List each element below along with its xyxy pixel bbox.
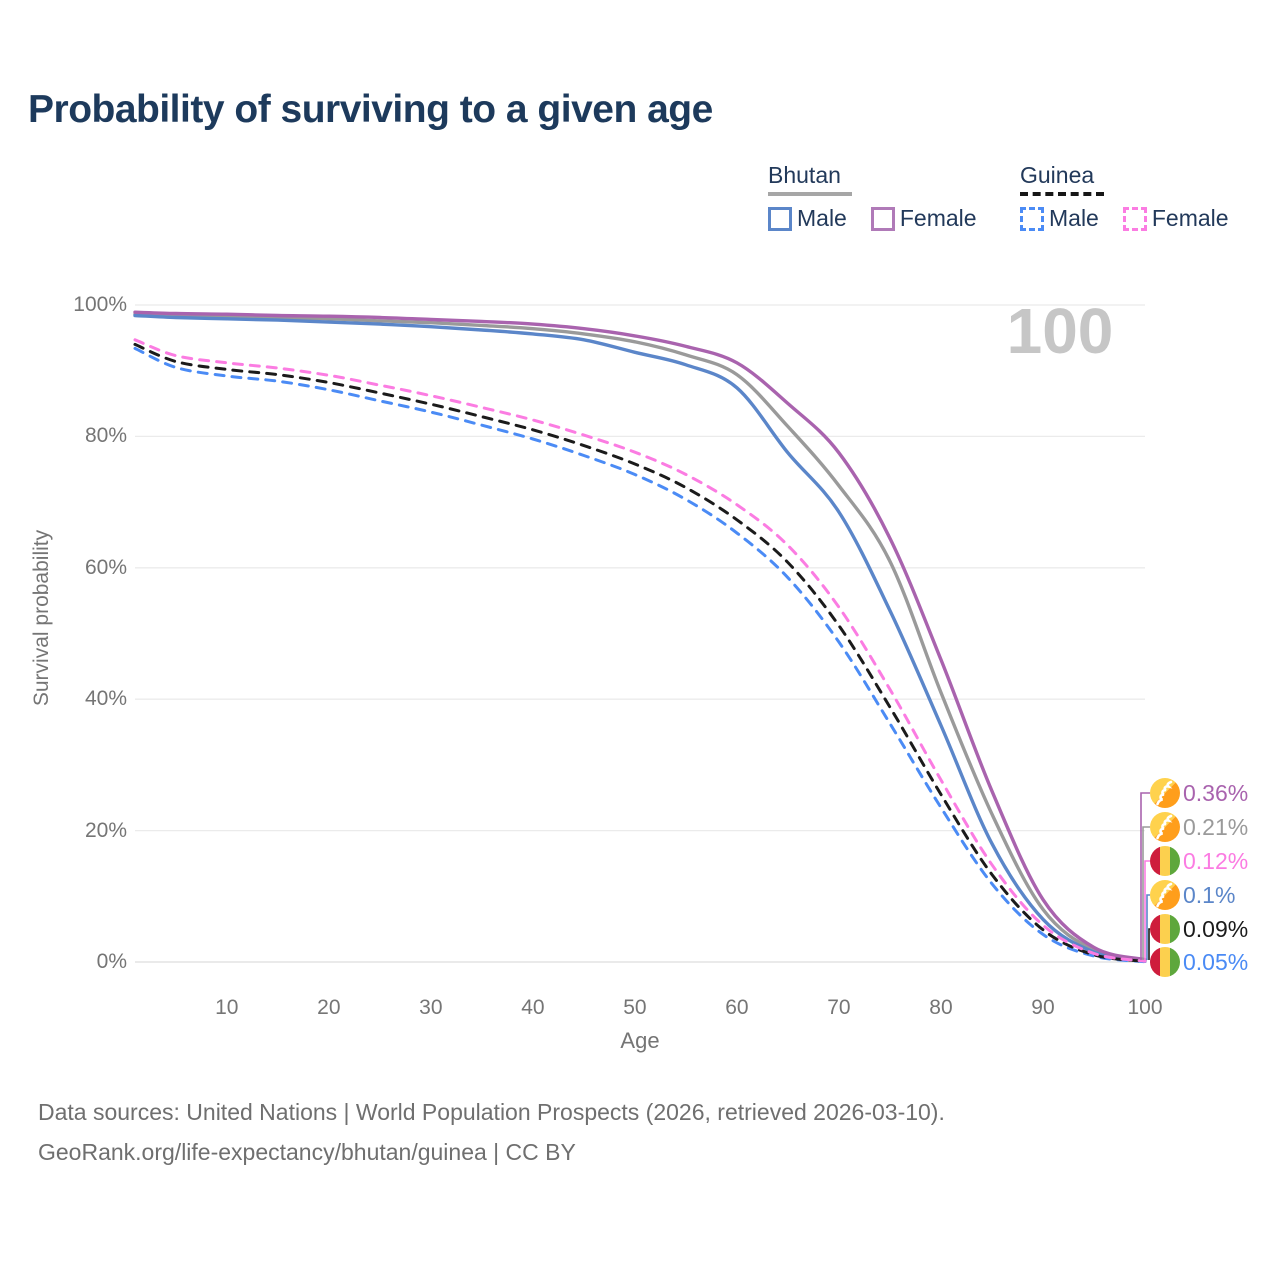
- end-label-connector: [1142, 826, 1150, 960]
- bhutan-flag-icon: [1150, 778, 1180, 808]
- x-tick-label: 70: [827, 996, 851, 1019]
- series-line-guinea-male: [133, 346, 1147, 964]
- guinea-flag-icon: [1150, 914, 1180, 944]
- end-value-label: 0.05%: [1183, 948, 1249, 975]
- series-line-bhutan-male: [133, 313, 1147, 963]
- end-value-label: 0.21%: [1183, 813, 1249, 840]
- x-tick-label: 100: [1127, 996, 1163, 1019]
- legend-group-title-guinea: Guinea: [1020, 162, 1095, 188]
- legend-label: Male: [797, 205, 847, 231]
- x-tick-label: 50: [623, 996, 647, 1019]
- y-tick-label: 100%: [73, 293, 127, 316]
- page-title: Probability of surviving to a given age: [28, 88, 713, 131]
- y-tick-label: 80%: [84, 424, 127, 448]
- y-tick-label: 20%: [84, 818, 127, 842]
- y-axis-title: Survival probability: [30, 529, 53, 707]
- end-label-connector: [1140, 792, 1150, 960]
- y-tick-label: 60%: [84, 555, 127, 579]
- end-label-row: 0.36%: [1150, 777, 1248, 809]
- guinea-female-swatch-icon[interactable]: [1122, 206, 1147, 231]
- legend-item-bhutan-female[interactable]: Female: [870, 205, 977, 232]
- bhutan-female-swatch-icon[interactable]: [870, 206, 895, 231]
- guinea-flag-icon: [1150, 846, 1180, 876]
- end-value-label: 0.12%: [1183, 847, 1249, 874]
- end-label-row: 0.05%: [1150, 946, 1248, 978]
- y-tick-label: 40%: [84, 687, 127, 711]
- legend-label: Female: [899, 205, 977, 231]
- x-tick-label: 80: [929, 996, 953, 1019]
- end-label-row: 0.09%: [1150, 913, 1248, 945]
- series-line-bhutan-female: [133, 310, 1147, 962]
- series-line-guinea-both: [133, 342, 1147, 963]
- legend-item-guinea-female[interactable]: Female: [1122, 205, 1229, 232]
- end-value-label: 0.36%: [1183, 779, 1249, 806]
- footer: Data sources: United Nations | World Pop…: [38, 1092, 945, 1172]
- legend-group-guinea: Guinea Male Female: [1020, 162, 1229, 232]
- bhutan-male-swatch-icon[interactable]: [768, 206, 792, 231]
- x-tick-label: 10: [215, 996, 239, 1019]
- legend-group-title-bhutan: Bhutan: [768, 162, 841, 188]
- end-value-label: 0.1%: [1183, 881, 1236, 908]
- guinea-male-swatch-icon[interactable]: [1020, 206, 1044, 231]
- end-label-row: 0.21%: [1150, 811, 1248, 843]
- attribution-line: GeoRank.org/life-expectancy/bhutan/guine…: [38, 1139, 576, 1165]
- x-tick-label: 40: [521, 996, 545, 1019]
- guinea-flag-icon: [1150, 947, 1180, 977]
- data-sources-line: Data sources: United Nations | World Pop…: [38, 1099, 945, 1125]
- end-value-label: 0.09%: [1183, 915, 1249, 942]
- legend-item-bhutan-male[interactable]: Male: [768, 205, 847, 232]
- legend-label: Male: [1049, 205, 1099, 231]
- end-label-row: 0.1%: [1150, 879, 1235, 911]
- legend-item-guinea-male[interactable]: Male: [1020, 205, 1099, 232]
- x-tick-label: 90: [1031, 996, 1055, 1019]
- end-label-row: 0.12%: [1150, 845, 1248, 877]
- x-tick-label: 60: [725, 996, 749, 1019]
- x-tick-label: 30: [419, 996, 443, 1019]
- bhutan-solid-line-sample: [768, 192, 852, 196]
- bhutan-flag-icon: [1150, 812, 1180, 842]
- series-line-guinea-female: [133, 338, 1147, 963]
- series-line-bhutan-both: [133, 312, 1147, 963]
- x-axis-title: Age: [620, 1028, 660, 1053]
- age-watermark: 100: [1006, 295, 1114, 367]
- x-tick-label: 20: [317, 996, 341, 1019]
- guinea-dashed-line-sample: [1020, 192, 1104, 196]
- y-tick-label: 0%: [96, 950, 127, 973]
- bhutan-flag-icon: [1150, 880, 1180, 910]
- legend-group-bhutan: Bhutan Male Female: [768, 162, 977, 232]
- legend-label: Female: [1151, 205, 1229, 231]
